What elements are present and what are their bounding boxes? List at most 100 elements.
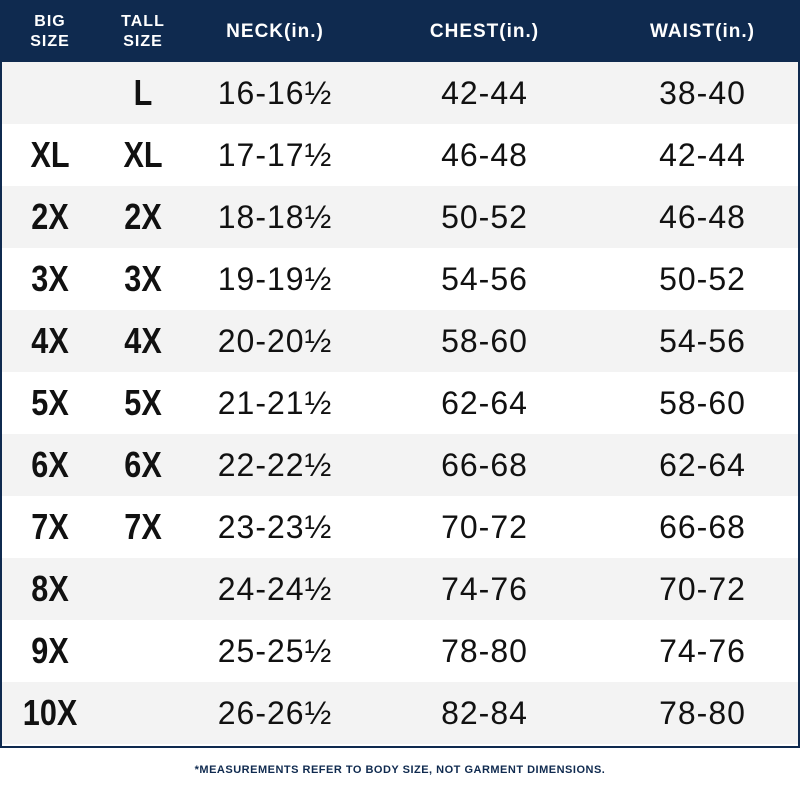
measurement: 82-84 bbox=[441, 694, 528, 731]
measurement: 62-64 bbox=[441, 384, 528, 421]
measurement: 66-68 bbox=[441, 446, 528, 483]
table-cell: 46-48 bbox=[607, 186, 798, 248]
table-cell: 42-44 bbox=[607, 124, 798, 186]
measurement: 70-72 bbox=[659, 570, 746, 607]
table-cell: 21-21½ bbox=[188, 372, 362, 434]
size-label: 6X bbox=[124, 444, 162, 485]
table-cell: 26-26½ bbox=[188, 682, 362, 744]
table-cell: 74-76 bbox=[362, 558, 607, 620]
table-cell: 38-40 bbox=[607, 62, 798, 124]
size-label: 7X bbox=[124, 506, 162, 547]
size-label: L bbox=[133, 72, 153, 113]
measurement: 78-80 bbox=[659, 694, 746, 731]
table-cell: 19-19½ bbox=[188, 248, 362, 310]
footnote: *MEASUREMENTS REFER TO BODY SIZE, NOT GA… bbox=[194, 764, 606, 776]
table-row: 2X 2X 18-18½ 50-52 46-48 bbox=[2, 186, 798, 248]
table-cell: 62-64 bbox=[607, 434, 798, 496]
measurement: 66-68 bbox=[659, 508, 746, 545]
table-cell: 18-18½ bbox=[188, 186, 362, 248]
table-row: 8X 24-24½ 74-76 70-72 bbox=[2, 558, 798, 620]
table-cell: 5X bbox=[98, 372, 188, 434]
size-label: XL bbox=[30, 134, 70, 175]
table-row: L 16-16½ 42-44 38-40 bbox=[2, 62, 798, 124]
measurement: 21-21½ bbox=[217, 384, 333, 421]
size-label: 4X bbox=[31, 320, 69, 361]
header-cell: NECK(in.) bbox=[226, 21, 324, 42]
size-label: 7X bbox=[31, 506, 69, 547]
table-cell: 54-56 bbox=[362, 248, 607, 310]
header-row: BIG SIZE TALL SIZE NECK(in.) CHEST(in.) WAIS… bbox=[2, 2, 798, 62]
measurement: 17-17½ bbox=[217, 136, 333, 173]
measurement: 38-40 bbox=[659, 74, 746, 111]
table-row: 4X 4X 20-20½ 58-60 54-56 bbox=[2, 310, 798, 372]
measurement: 18-18½ bbox=[217, 198, 333, 235]
measurement: 58-60 bbox=[659, 384, 746, 421]
table-cell: 22-22½ bbox=[188, 434, 362, 496]
table-cell: 7X bbox=[98, 496, 188, 558]
table-cell: XL bbox=[98, 124, 188, 186]
table-cell: 2X bbox=[98, 186, 188, 248]
size-label: 4X bbox=[124, 320, 162, 361]
table-cell: 50-52 bbox=[607, 248, 798, 310]
measurement: 22-22½ bbox=[217, 446, 333, 483]
measurement: 46-48 bbox=[441, 136, 528, 173]
table-cell: 9X bbox=[2, 620, 98, 682]
table-row: 10X 26-26½ 82-84 78-80 bbox=[2, 682, 798, 744]
size-label: 8X bbox=[31, 568, 69, 609]
table-cell: L bbox=[98, 62, 188, 124]
measurement: 42-44 bbox=[659, 136, 746, 173]
measurement: 46-48 bbox=[659, 198, 746, 235]
measurement: 24-24½ bbox=[217, 570, 333, 607]
measurement: 42-44 bbox=[441, 74, 528, 111]
measurement: 25-25½ bbox=[217, 632, 333, 669]
table-cell: 8X bbox=[2, 558, 98, 620]
size-label: 10X bbox=[22, 692, 78, 733]
table-cell: 4X bbox=[2, 310, 98, 372]
size-label: 9X bbox=[31, 630, 69, 671]
measurement: 23-23½ bbox=[217, 508, 333, 545]
table-cell bbox=[98, 620, 188, 682]
table-cell: 70-72 bbox=[362, 496, 607, 558]
table-cell: 6X bbox=[2, 434, 98, 496]
measurement: 50-52 bbox=[659, 260, 746, 297]
table-cell: 17-17½ bbox=[188, 124, 362, 186]
table-cell: 5X bbox=[2, 372, 98, 434]
table-row: XL XL 17-17½ 46-48 42-44 bbox=[2, 124, 798, 186]
size-label: 6X bbox=[31, 444, 69, 485]
table-cell bbox=[98, 682, 188, 744]
table-cell: 82-84 bbox=[362, 682, 607, 744]
table-cell: 70-72 bbox=[607, 558, 798, 620]
measurement: 78-80 bbox=[441, 632, 528, 669]
table-cell: 3X bbox=[2, 248, 98, 310]
table-cell: 58-60 bbox=[607, 372, 798, 434]
table-cell: 2X bbox=[2, 186, 98, 248]
size-label: 3X bbox=[31, 258, 69, 299]
table-cell: 66-68 bbox=[362, 434, 607, 496]
table-cell: XL bbox=[2, 124, 98, 186]
table-cell: 25-25½ bbox=[188, 620, 362, 682]
size-table: BIG SIZE TALL SIZE NECK(in.) CHEST(in.) WAIS… bbox=[0, 0, 800, 748]
table-cell: 10X bbox=[2, 682, 98, 744]
table-cell: 7X bbox=[2, 496, 98, 558]
table-cell: 20-20½ bbox=[188, 310, 362, 372]
table-cell: 62-64 bbox=[362, 372, 607, 434]
table-cell: 66-68 bbox=[607, 496, 798, 558]
header-cell: CHEST(in.) bbox=[429, 21, 540, 42]
table-cell: 78-80 bbox=[362, 620, 607, 682]
table-cell: 4X bbox=[98, 310, 188, 372]
size-label: XL bbox=[123, 134, 163, 175]
size-label: 5X bbox=[124, 382, 162, 423]
measurement: 74-76 bbox=[441, 570, 528, 607]
table-cell bbox=[98, 558, 188, 620]
size-label: 3X bbox=[124, 258, 162, 299]
measurement: 70-72 bbox=[441, 508, 528, 545]
measurement: 62-64 bbox=[659, 446, 746, 483]
table-cell: 24-24½ bbox=[188, 558, 362, 620]
table-cell: 50-52 bbox=[362, 186, 607, 248]
table-row: 5X 5X 21-21½ 62-64 58-60 bbox=[2, 372, 798, 434]
table-cell: 23-23½ bbox=[188, 496, 362, 558]
table-row: 6X 6X 22-22½ 66-68 62-64 bbox=[2, 434, 798, 496]
table-cell: 6X bbox=[98, 434, 188, 496]
table-cell: 78-80 bbox=[607, 682, 798, 744]
